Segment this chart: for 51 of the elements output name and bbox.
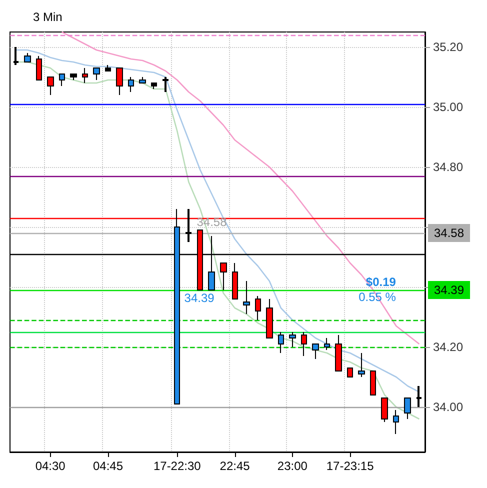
candlestick [47, 76, 54, 96]
candlestick [335, 334, 342, 372]
candlestick [59, 74, 65, 86]
candlestick [184, 208, 192, 243]
x-tick-label: 17-22:30 [153, 459, 202, 473]
annotation: $0.19 [366, 275, 396, 289]
y-tick-label: 34.80 [433, 160, 464, 174]
y-tick-label: 35.00 [433, 100, 464, 114]
candlestick [105, 64, 111, 72]
chart-title: 3 Min [33, 10, 62, 24]
candlestick [24, 52, 31, 62]
candlestick [36, 56, 42, 80]
candlestick [116, 68, 123, 96]
x-tick-label: 23:00 [277, 459, 308, 473]
x-tick-label: 04:30 [35, 459, 66, 473]
candlestick [312, 344, 319, 360]
candlestick [266, 298, 273, 338]
x-tick-label: 04:45 [92, 459, 124, 473]
x-tick-label: 22:45 [220, 459, 250, 473]
annotation: 0.55 % [358, 290, 396, 304]
candlestick [416, 385, 422, 408]
candlestick [358, 352, 365, 378]
y-tick-label: 34.00 [433, 400, 464, 414]
candlestick [404, 398, 411, 420]
candlestick [220, 262, 227, 290]
candlestick [12, 46, 20, 66]
candlestick [93, 68, 100, 80]
ref-line-label: 34.39 [434, 283, 464, 297]
annotation: 34.39 [184, 291, 215, 305]
x-tick-label: 17-23:15 [326, 459, 374, 473]
candlestick [162, 76, 170, 93]
line-series [61, 31, 420, 345]
candlestick [324, 338, 330, 350]
candlestick [82, 68, 88, 84]
ref-line-label: 34.58 [434, 226, 464, 240]
candlestick [393, 410, 399, 434]
candlestick [381, 398, 388, 422]
candlestick [278, 332, 284, 354]
candlestick [347, 368, 353, 378]
candlestick [232, 262, 238, 300]
candlestick [139, 76, 146, 84]
candlestick [255, 296, 261, 320]
candlestick [370, 370, 376, 396]
y-tick-label: 35.20 [433, 40, 464, 54]
candlestick [151, 82, 157, 90]
candlestick [301, 332, 307, 356]
candlestick [128, 76, 134, 92]
candlestick [289, 332, 296, 348]
candlestick [70, 74, 77, 80]
candlestick [243, 280, 250, 314]
y-tick-label: 34.20 [433, 340, 464, 354]
